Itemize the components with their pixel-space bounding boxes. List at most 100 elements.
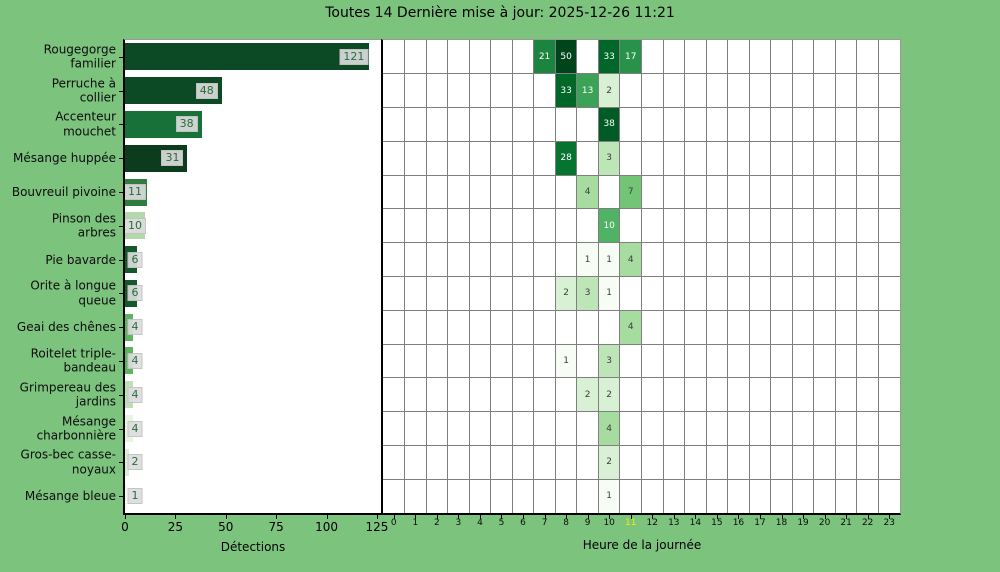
y-axis-tick (119, 192, 123, 194)
hour-tick-label: 0 (390, 518, 397, 528)
y-axis-tick (119, 293, 123, 295)
bar-value-label: 121 (339, 48, 369, 65)
heatmap-cell: 1 (598, 242, 620, 277)
heatmap-xaxis-label: Heure de la journée (582, 538, 702, 552)
hour-tick-label: 21 (840, 518, 852, 528)
x-axis-tick (326, 515, 328, 519)
y-axis-tick (119, 124, 123, 126)
hour-axis-tick (803, 515, 805, 519)
bar-value-label: 1 (127, 488, 143, 505)
heatmap-cell: 2 (576, 377, 599, 412)
heatmap-grid-line (383, 377, 900, 379)
bar-value-label: 6 (127, 285, 143, 302)
hour-axis-tick (587, 515, 589, 519)
heatmap-cell: 4 (598, 411, 620, 446)
hour-tick-label: 15 (711, 518, 723, 528)
x-axis-tick (376, 515, 378, 519)
bar-value-label: 2 (127, 454, 143, 471)
y-axis-tick (119, 428, 123, 430)
y-axis-tick (119, 158, 123, 160)
hour-axis-tick (458, 515, 460, 519)
bar-value-label: 11 (125, 184, 146, 201)
bar-value-label: 6 (127, 251, 143, 268)
heatmap-cell: 1 (598, 479, 620, 513)
hour-tick-label: 3 (455, 518, 462, 528)
detection-bar (125, 448, 130, 476)
x-axis-tick (276, 515, 278, 519)
x-axis-tick (225, 515, 227, 519)
detection-bar (125, 43, 369, 71)
y-axis-tick (119, 462, 123, 464)
hour-tick-label: 22 (861, 518, 874, 528)
hour-tick-label: 16 (732, 518, 745, 528)
species-tick-label: Pinson des arbres (51, 211, 116, 240)
hour-tick-label: 19 (797, 518, 809, 528)
heatmap-cell: 28 (555, 141, 577, 176)
hour-tick-label: 17 (754, 518, 766, 528)
heatmap-cell: 1 (555, 344, 577, 378)
bar-value-label: 10 (125, 217, 146, 234)
heatmap-cell: 3 (598, 141, 620, 176)
bar-value-label: 48 (195, 82, 218, 99)
hour-tick-label: 9 (584, 518, 591, 528)
heatmap-cell: 38 (598, 107, 620, 142)
hour-tick-label: 13 (668, 518, 680, 528)
hour-axis-tick (846, 515, 848, 519)
hour-axis-tick (759, 515, 761, 519)
species-tick-label: Geai des chênes (16, 319, 116, 334)
heatmap-cell: 4 (619, 242, 642, 277)
hour-tick-label: 8 (563, 518, 569, 528)
heatmap-cell: 10 (598, 208, 620, 243)
hour-axis-tick (695, 515, 697, 519)
hour-tick-label: 12 (646, 518, 658, 528)
heatmap-grid-line (383, 140, 900, 142)
species-tick-label: Grimpereau des jardins (19, 380, 116, 409)
hour-tick-label: 6 (520, 518, 526, 528)
species-tick-label: Mésange huppée (13, 151, 116, 165)
heatmap-cell: 1 (576, 242, 599, 277)
bar-value-label: 38 (175, 116, 198, 133)
hour-axis-tick (824, 515, 826, 519)
heatmap-cell: 2 (555, 276, 577, 311)
y-axis-tick (119, 56, 123, 58)
species-tick-label: Pie bavarde (45, 252, 116, 267)
y-axis-tick (119, 360, 123, 362)
heatmap-grid-line (383, 309, 900, 311)
heatmap-cell: 2 (598, 73, 620, 108)
detections-bar-chart: 121 48 38 31 11 10 6 6 4 4 4 4 2 1 (123, 39, 381, 515)
hour-tick-label: 20 (818, 518, 831, 528)
species-tick-label: Roitelet triple- bandeau (30, 346, 116, 375)
hour-tick-label: 4 (477, 518, 483, 528)
heatmap-cell: 3 (598, 344, 620, 378)
heatmap-cell: 7 (619, 175, 642, 209)
heatmap-grid-line (383, 73, 900, 75)
hour-tick-label: 5 (498, 518, 505, 528)
y-axis-tick (119, 259, 123, 261)
heatmap-cell: 33 (598, 40, 620, 74)
heatmap-grid-line (383, 276, 900, 277)
heatmap-area: 21 50 33 17 33 13 2 38 28 3 4 7 10 1 1 4 2 3 1 4 1 3 2 2 4 2 1 (383, 40, 900, 513)
hour-axis-tick (436, 515, 438, 519)
x-axis-tick-label: 100 (315, 520, 339, 534)
hour-axis-tick (652, 515, 654, 519)
heatmap-cell: 33 (555, 73, 577, 108)
y-axis-tick (119, 327, 123, 329)
bar-value-label: 4 (127, 319, 143, 336)
species-tick-label: Bouvreuil pivoine (11, 184, 116, 199)
bar-chart-area: 121 48 38 31 11 10 6 6 4 4 4 4 2 1 (125, 40, 381, 513)
x-axis-tick-label: 25 (167, 520, 184, 534)
y-axis-tick (119, 225, 123, 227)
hour-axis-tick (673, 515, 675, 519)
species-tick-label: Mésange bleue (24, 488, 116, 503)
hour-tick-label: 1 (412, 518, 419, 528)
species-tick-label: Accenteur mouchet (55, 109, 116, 139)
heatmap-grid-line (383, 174, 900, 176)
species-tick-label: Orite à longue queue (30, 278, 116, 308)
heatmap-cell: 4 (576, 175, 599, 209)
y-axis-tick (119, 90, 123, 92)
heatmap-cell: 17 (619, 40, 642, 74)
bar-xaxis-label: Détections (220, 540, 286, 554)
y-axis-tick (119, 394, 123, 396)
hour-axis-tick (523, 515, 525, 519)
